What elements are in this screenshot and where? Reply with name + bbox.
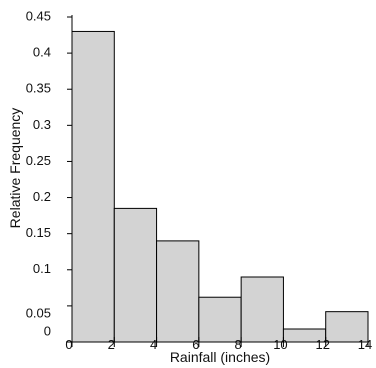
y-tick-label: 0.05 xyxy=(26,305,51,320)
y-tick-label: 0.2 xyxy=(33,189,51,204)
y-axis-title: Relative Frequency xyxy=(7,108,23,229)
x-tick-label: 4 xyxy=(150,337,157,352)
x-tick-label: 10 xyxy=(273,337,287,352)
y-tick-label: 0 xyxy=(44,323,51,338)
histogram-bar-4-6 xyxy=(156,240,200,343)
histogram-bar-0-2 xyxy=(71,30,115,343)
histogram-bar-2-4 xyxy=(113,207,158,343)
histogram-bar-8-10 xyxy=(240,276,284,343)
y-tick-label: 0.45 xyxy=(26,8,51,23)
x-tick-label: 14 xyxy=(358,337,372,352)
x-tick-label: 0 xyxy=(65,337,72,352)
x-ticks-group: 0 2 4 6 8 10 12 14 xyxy=(65,337,372,352)
x-axis-title: Rainfall (inches) xyxy=(170,349,270,365)
x-tick-label: 12 xyxy=(315,337,329,352)
histogram-bar-12-14 xyxy=(325,311,369,343)
y-tick-label: 0.4 xyxy=(33,45,51,60)
y-tick-label: 0.3 xyxy=(33,117,51,132)
x-tick-label: 2 xyxy=(108,337,115,352)
y-ticks-group: 0 0.05 0.1 0.15 0.2 0.25 0.3 0.35 0.4 0.45 xyxy=(26,8,72,343)
x-tick-label: 6 xyxy=(192,337,199,352)
x-tick-label: 8 xyxy=(235,337,242,352)
y-tick-label: 0.15 xyxy=(26,225,51,240)
y-tick-label: 0.1 xyxy=(33,261,51,276)
y-tick-label: 0.25 xyxy=(26,153,51,168)
y-tick-label: 0.35 xyxy=(26,81,51,96)
histogram-bar-6-8 xyxy=(198,296,242,343)
bars-group xyxy=(71,30,369,343)
